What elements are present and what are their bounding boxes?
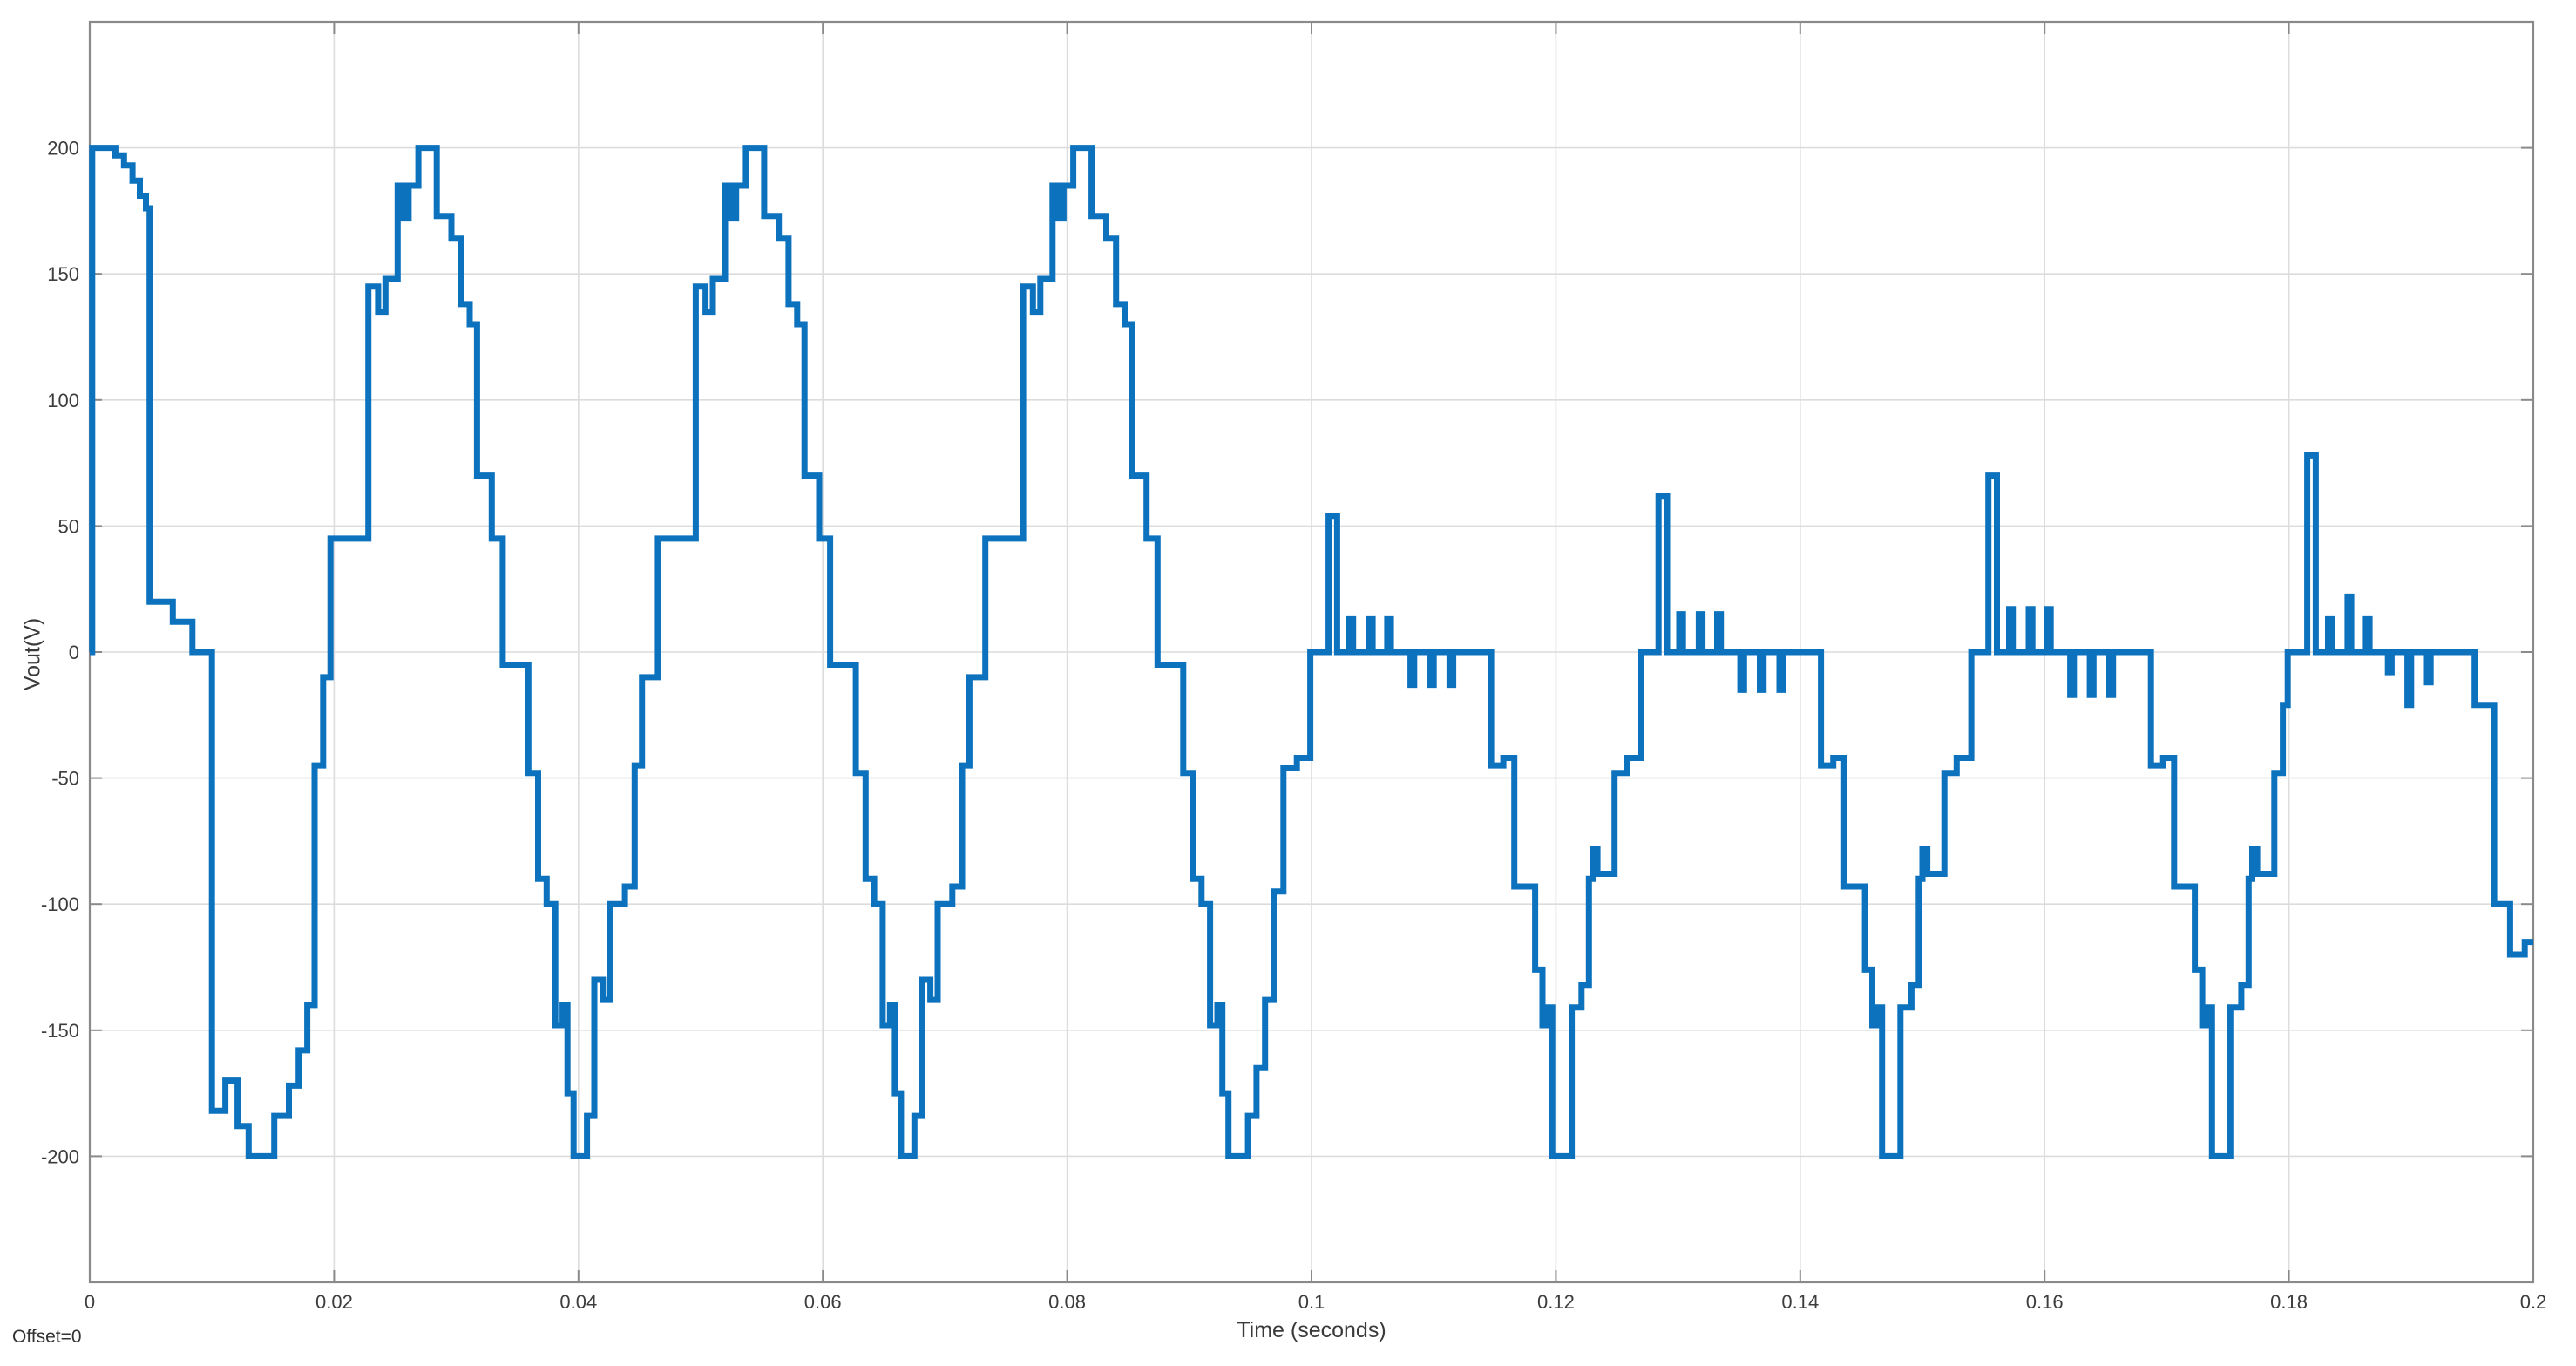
y-tick-label: 200	[47, 138, 79, 160]
y-tick-label: 150	[47, 263, 79, 285]
y-tick-label: -200	[41, 1145, 79, 1167]
x-tick-label: 0.06	[804, 1291, 842, 1313]
y-tick-label: 100	[47, 390, 79, 411]
x-tick-label: 0.12	[1537, 1291, 1575, 1313]
x-tick-label: 0.02	[315, 1291, 353, 1313]
x-tick-label: 0.2	[2520, 1291, 2547, 1313]
x-tick-label: 0.1	[1298, 1291, 1325, 1313]
x-tick-label: 0.18	[2270, 1291, 2308, 1313]
x-axis-label: Time (seconds)	[1237, 1318, 1386, 1342]
waveform-line	[89, 145, 2533, 1159]
y-axis-label: Vout(V)	[20, 617, 45, 691]
y-tick-label: -150	[41, 1020, 79, 1042]
x-tick-label: 0.04	[559, 1291, 597, 1313]
y-tick-label: 0	[69, 642, 79, 663]
x-tick-label: 0.16	[2026, 1291, 2064, 1313]
y-tick-label: 50	[58, 515, 79, 537]
y-tick-label: -50	[51, 768, 79, 790]
x-tick-label: 0.08	[1048, 1291, 1086, 1313]
y-tick-label: -100	[41, 894, 79, 915]
x-tick-label: 0.14	[1781, 1291, 1819, 1313]
x-tick-label: 0	[85, 1291, 95, 1313]
offset-label: Offset=0	[12, 1327, 82, 1347]
